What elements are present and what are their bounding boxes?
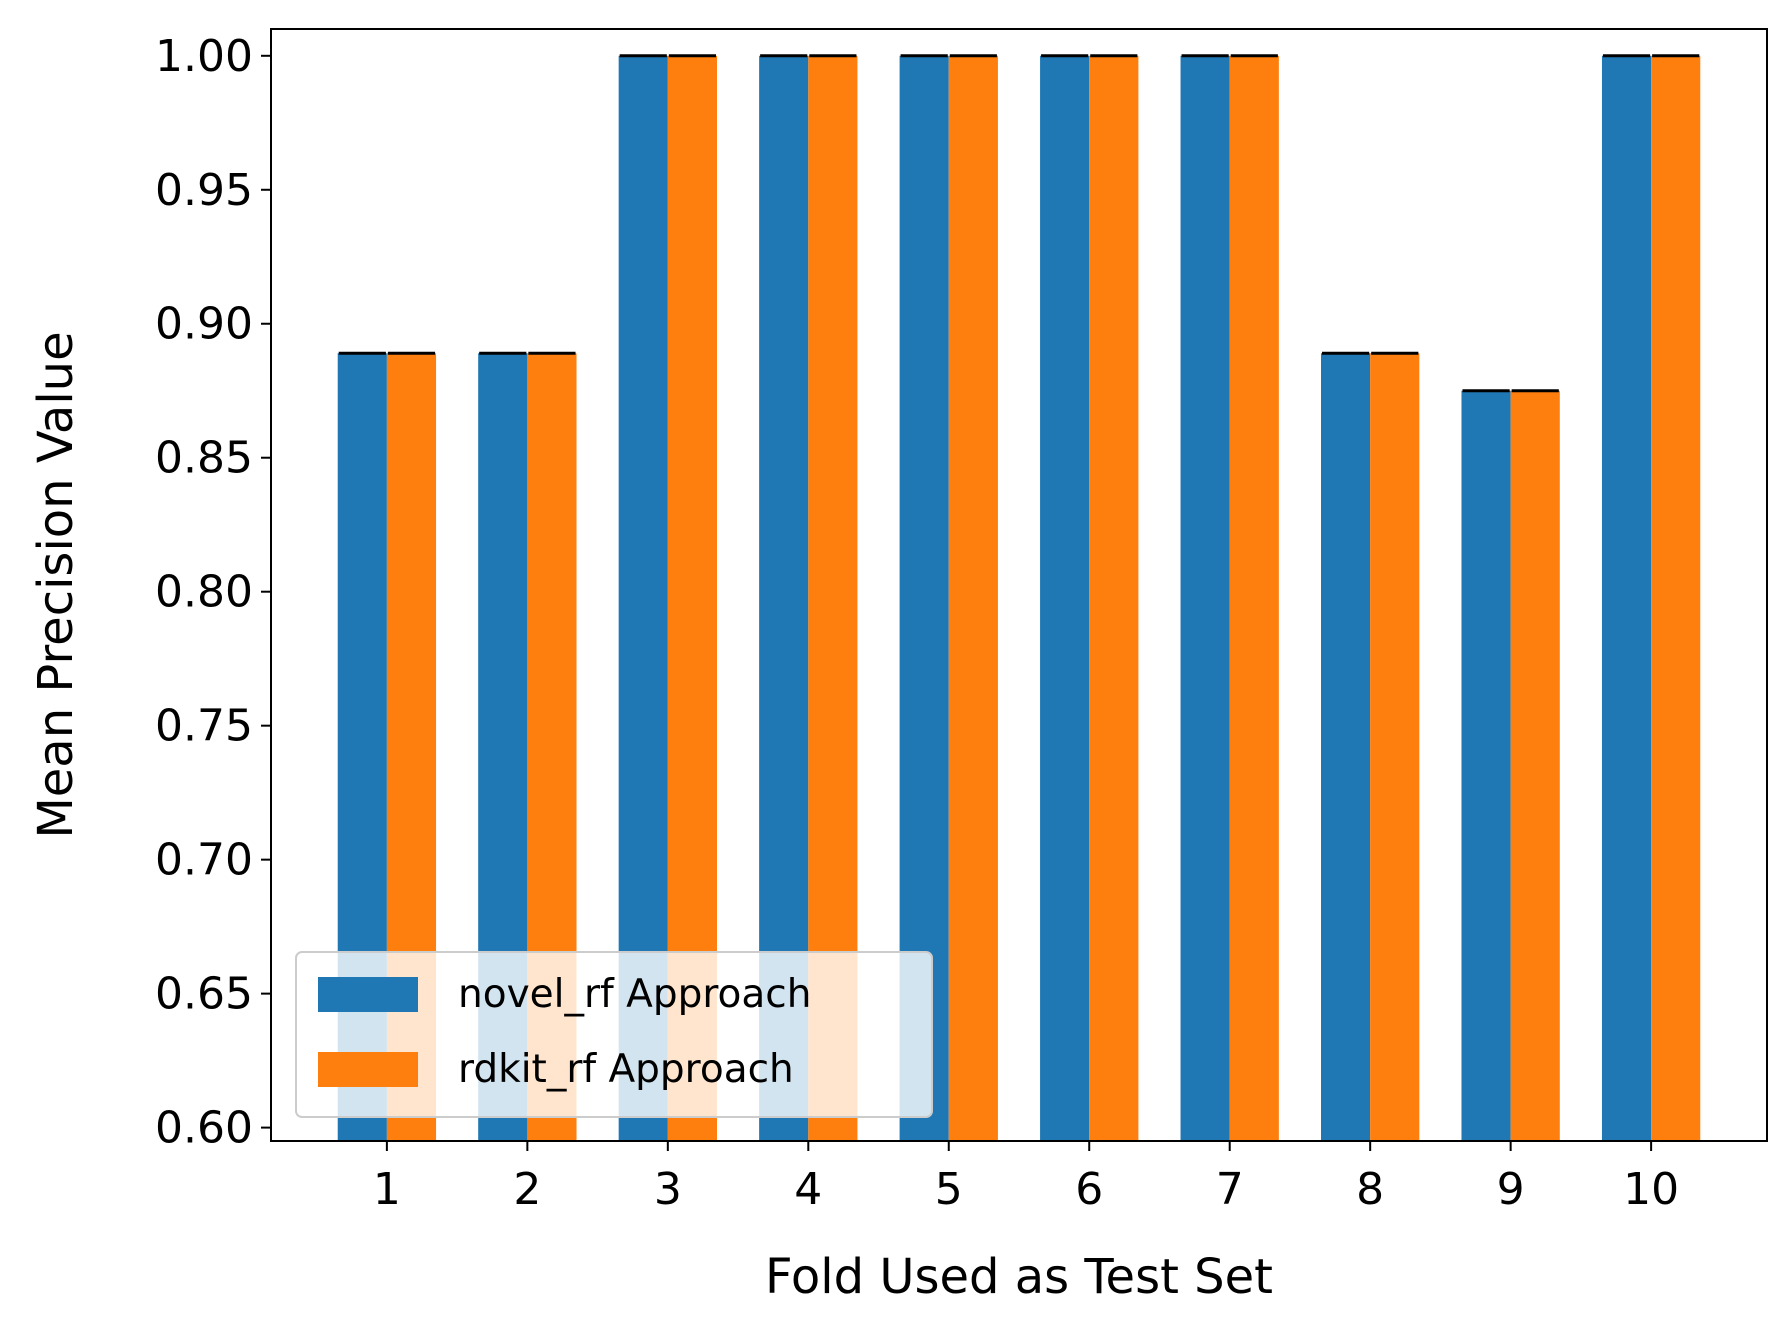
x-tick-label: 9 (1497, 1164, 1525, 1215)
legend-swatch-rdkit-rf (318, 1052, 418, 1087)
x-tick-label: 6 (1075, 1164, 1103, 1215)
y-tick-label: 0.95 (155, 165, 253, 216)
x-tick-label: 8 (1356, 1164, 1384, 1215)
x-tick-label: 4 (794, 1164, 822, 1215)
bar-novel-rf-fold-6 (1040, 55, 1090, 1141)
y-tick-label: 0.75 (155, 701, 253, 752)
x-tick-label: 3 (654, 1164, 682, 1215)
legend-swatch-novel-rf (318, 977, 418, 1012)
bar-rdkit-rf-fold-7 (1229, 55, 1279, 1141)
y-tick-label: 0.70 (155, 835, 253, 886)
y-tick-label: 0.85 (155, 433, 253, 484)
bar-novel-rf-fold-7 (1180, 55, 1230, 1141)
bar-novel-rf-fold-9 (1461, 390, 1511, 1142)
bar-rdkit-rf-fold-8 (1370, 353, 1420, 1142)
y-tick-label: 0.90 (155, 299, 253, 350)
y-tick-label: 0.80 (155, 567, 253, 618)
plot-frame (270, 28, 1768, 1142)
y-tick-label: 1.00 (155, 31, 253, 82)
x-tick-label: 5 (935, 1164, 963, 1215)
bar-novel-rf-fold-8 (1321, 353, 1371, 1142)
x-axis-label: Fold Used as Test Set (765, 1249, 1273, 1305)
bar-rdkit-rf-fold-9 (1510, 390, 1560, 1142)
y-tick-label: 0.60 (155, 1103, 253, 1154)
x-tick-label: 10 (1623, 1164, 1679, 1215)
legend: novel_rf Approach rdkit_rf Approach (295, 951, 933, 1118)
x-tick-label: 1 (373, 1164, 401, 1215)
legend-label-rdkit-rf: rdkit_rf Approach (458, 1047, 794, 1092)
x-tick-label: 2 (513, 1164, 541, 1215)
x-tick-label: 7 (1216, 1164, 1244, 1215)
y-axis-label: Mean Precision Value (28, 331, 84, 838)
y-axis: 0.60 0.65 0.70 0.75 0.80 0.85 0.90 0.95 1.00 (155, 31, 271, 1154)
bar-rdkit-rf-fold-10 (1651, 55, 1701, 1141)
legend-label-novel-rf: novel_rf Approach (458, 972, 811, 1017)
bar-rdkit-rf-fold-5 (948, 55, 998, 1141)
bar-rdkit-rf-fold-6 (1089, 55, 1139, 1141)
x-axis: 1 2 3 4 5 6 7 8 9 10 (373, 1141, 1679, 1215)
bar-novel-rf-fold-10 (1601, 55, 1652, 1141)
error-caps-layer (338, 54, 1700, 393)
legend-box (295, 951, 933, 1118)
y-tick-label: 0.65 (155, 969, 253, 1020)
